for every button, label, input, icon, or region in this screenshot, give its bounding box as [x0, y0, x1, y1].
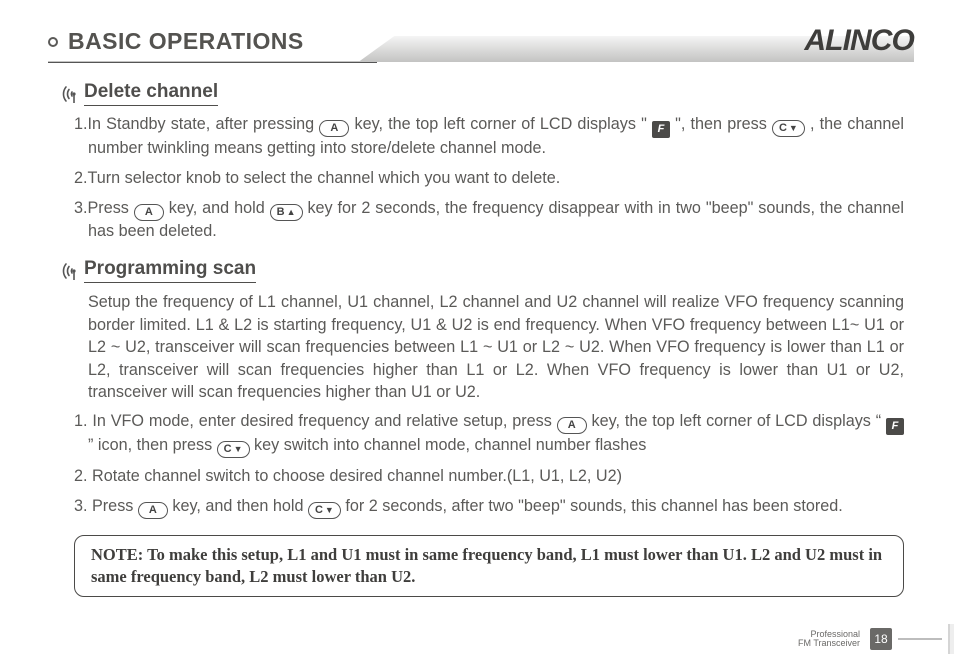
f-badge-icon: F — [886, 418, 904, 435]
step-text: ” icon, then press — [88, 436, 217, 454]
section-title: Delete channel — [84, 81, 218, 106]
title-area: BASIC OPERATIONS — [48, 28, 304, 59]
step-text: 3. Press — [74, 497, 138, 515]
list-item: 3.Press A key, and hold B▲ key for 2 sec… — [88, 198, 904, 243]
note-box: NOTE: To make this setup, L1 and U1 must… — [74, 535, 904, 598]
page-root: BASIC OPERATIONS ALINCO Dele — [0, 0, 954, 668]
section-programming-scan: Programming scan Setup the frequency of … — [66, 258, 904, 518]
section-title: Programming scan — [84, 258, 256, 283]
list-item: 2. Rotate channel switch to choose desir… — [88, 466, 904, 488]
key-a-icon: A — [134, 204, 164, 221]
radio-waves-icon — [52, 84, 76, 104]
key-a-icon: A — [319, 120, 349, 137]
page-number-badge: 18 — [870, 628, 892, 650]
list-item: 3. Press A key, and then hold C▼ for 2 s… — [88, 496, 904, 519]
key-a-icon: A — [138, 502, 168, 519]
section-heading: Delete channel — [52, 81, 904, 106]
f-badge-icon: F — [652, 121, 670, 138]
section-heading: Programming scan — [52, 258, 904, 283]
footer-label: Professional FM Transceiver — [798, 630, 860, 649]
list-item: 1.In Standby state, after pressing A key… — [88, 114, 904, 160]
brand-logo: ALINCO — [804, 24, 914, 58]
key-a-icon: A — [557, 417, 587, 434]
key-c-down-icon: C▼ — [217, 441, 250, 458]
scan-steps: 1. In VFO mode, enter desired frequency … — [66, 411, 904, 519]
step-text: for 2 seconds, after two "beep" sounds, … — [345, 497, 842, 515]
bullet-icon — [48, 37, 58, 47]
page-footer: Professional FM Transceiver 18 — [798, 624, 954, 654]
step-text: key, the top left corner of LCD displays… — [355, 115, 652, 133]
radio-waves-icon — [52, 261, 76, 281]
step-text: ", then press — [675, 115, 772, 133]
step-text: 1.In Standby state, after pressing — [74, 115, 319, 133]
list-item: 2.Turn selector knob to select the chann… — [88, 168, 904, 190]
delete-steps: 1.In Standby state, after pressing A key… — [66, 114, 904, 242]
page-title: BASIC OPERATIONS — [68, 28, 304, 55]
step-text: key switch into channel mode, channel nu… — [254, 436, 646, 454]
step-text: 1. In VFO mode, enter desired frequency … — [74, 412, 557, 430]
title-underline — [48, 62, 377, 64]
step-text: 3.Press — [74, 199, 134, 217]
footer-line2: FM Transceiver — [798, 639, 860, 648]
footer-edge — [948, 624, 954, 654]
section-delete-channel: Delete channel 1.In Standby state, after… — [66, 81, 904, 242]
list-item: 1. In VFO mode, enter desired frequency … — [88, 411, 904, 458]
step-text: key, and then hold — [172, 497, 308, 515]
footer-rule — [898, 638, 942, 640]
content-area: Delete channel 1.In Standby state, after… — [66, 81, 904, 519]
key-b-up-icon: B▲ — [270, 204, 303, 221]
section-intro: Setup the frequency of L1 channel, U1 ch… — [88, 291, 904, 403]
step-text: key, and hold — [169, 199, 270, 217]
header-row: BASIC OPERATIONS — [48, 28, 914, 59]
key-c-down-icon: C▼ — [772, 120, 805, 137]
key-c-down-icon: C▼ — [308, 502, 341, 519]
step-text: key, the top left corner of LCD displays… — [592, 412, 886, 430]
